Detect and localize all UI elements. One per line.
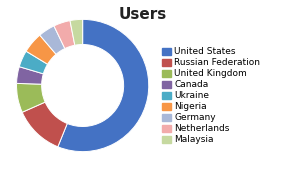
Text: Users: Users xyxy=(118,7,167,22)
Wedge shape xyxy=(54,21,75,49)
Wedge shape xyxy=(17,83,45,112)
Legend: United States, Russian Federation, United Kingdom, Canada, Ukraine, Nigeria, Ger: United States, Russian Federation, Unite… xyxy=(162,47,260,144)
Wedge shape xyxy=(70,19,83,45)
Wedge shape xyxy=(26,35,56,64)
Wedge shape xyxy=(40,26,65,54)
Wedge shape xyxy=(58,19,149,152)
Wedge shape xyxy=(17,67,43,84)
Wedge shape xyxy=(19,51,48,74)
Wedge shape xyxy=(22,102,67,147)
